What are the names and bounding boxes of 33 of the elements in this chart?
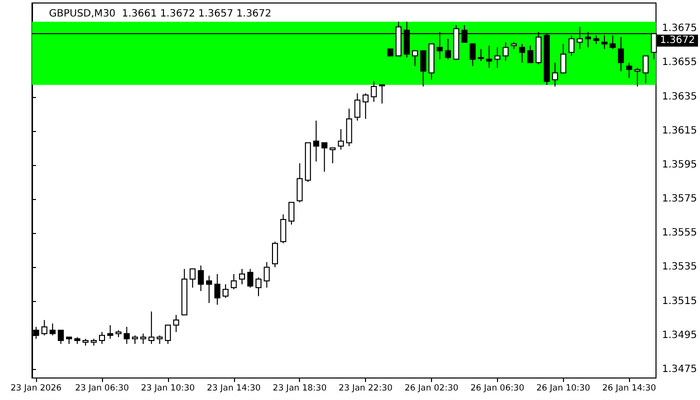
ref-line-label: 1.3672 <box>660 35 696 46</box>
x-tick-label: 23 Jan 14:30 <box>206 384 261 394</box>
candlestick <box>313 120 320 162</box>
x-tick-label: 23 Jan 06:30 <box>75 384 129 394</box>
y-tick-label: 1.3655 <box>662 57 698 68</box>
y-tick-label: 1.3535 <box>662 262 698 273</box>
candlestick <box>502 42 509 62</box>
x-tick-label: 23 Jan 18:30 <box>272 384 327 394</box>
x-tick-label: 23 Jan 2026 <box>10 384 62 394</box>
candlestick <box>494 46 500 68</box>
y-tick-label: 1.3555 <box>662 228 698 239</box>
y-tick-label: 1.3515 <box>662 296 698 307</box>
y-tick-label: 1.3595 <box>662 159 698 170</box>
y-tick-label: 1.3615 <box>662 125 698 136</box>
y-tick-label: 1.3675 <box>662 23 698 34</box>
candlestick <box>486 45 492 68</box>
y-tick-label: 1.3475 <box>662 364 698 375</box>
y-tick-label: 1.3635 <box>662 91 698 102</box>
candlestick <box>206 275 212 304</box>
y-tick-label: 1.3495 <box>662 330 698 341</box>
x-tick-label: 23 Jan 22:30 <box>338 384 393 394</box>
y-tick-label: 1.3575 <box>662 194 698 205</box>
candlestick <box>552 62 558 88</box>
x-tick-label: 23 Jan 10:30 <box>140 384 195 394</box>
candlestick <box>239 268 246 285</box>
x-tick-label: 26 Jan 06:30 <box>470 384 524 394</box>
candlestick <box>173 314 180 332</box>
candlestick <box>370 80 377 102</box>
x-tick-label: 26 Jan 10:30 <box>536 384 590 394</box>
candlestick <box>618 36 624 72</box>
x-tick-label: 26 Jan 02:30 <box>404 384 458 394</box>
text: GBPUSD,M30 1.3661 1.3672 1.3657 1.3672 <box>49 8 272 20</box>
x-tick-label: 26 Jan 14:30 <box>602 384 656 394</box>
